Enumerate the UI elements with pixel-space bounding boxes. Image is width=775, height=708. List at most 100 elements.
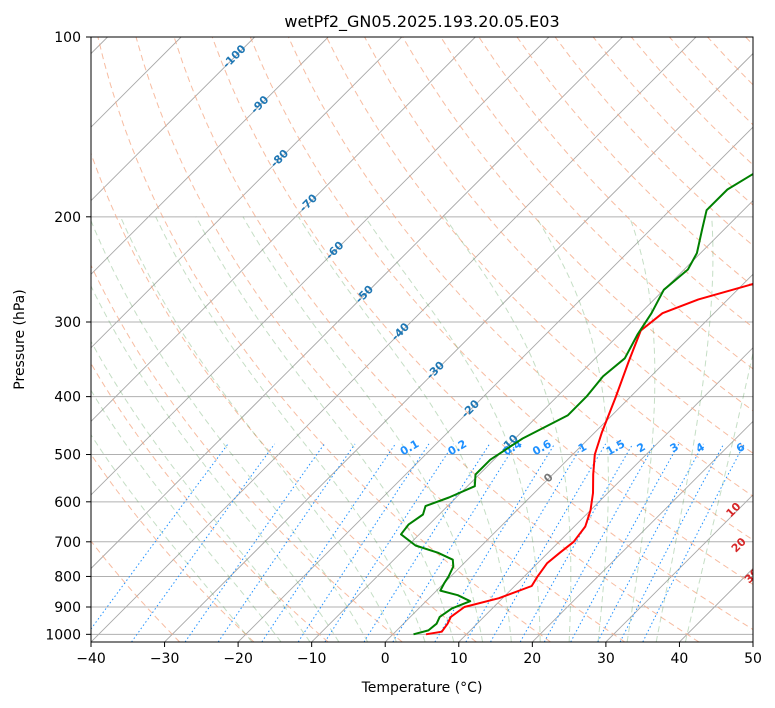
- x-axis-label: Temperature (°C): [361, 680, 483, 696]
- isotherm-label: -20: [459, 397, 482, 420]
- mixing-ratio-line: [184, 443, 325, 642]
- mixing-ratio-label: 4: [694, 440, 707, 455]
- y-tick-label: 800: [54, 569, 81, 585]
- mixing-ratio-label: 0.1: [398, 437, 421, 458]
- isotherm-label: -100: [220, 42, 249, 71]
- dry-adiabat: [91, 362, 329, 642]
- dry-adiabat: [287, 37, 753, 541]
- y-tick-label: 300: [54, 315, 81, 331]
- mixing-ratio-line: [217, 443, 356, 642]
- mixing-ratio-label: 0.6: [530, 437, 554, 458]
- dry-adiabat: [173, 37, 700, 642]
- line-labels: -100-90-80-70-60-50-40-30-20-1000.1 0.2 0.…: [220, 42, 775, 611]
- temperature-line: [425, 282, 753, 636]
- mixing-ratio-label: 6: [734, 440, 747, 455]
- isotherm-line: [532, 420, 753, 642]
- mixing-ratio-line: [570, 443, 680, 642]
- y-tick-label: 200: [54, 210, 81, 226]
- moist-adiabat: [91, 389, 282, 642]
- mixing-ratio-label: 0.2: [446, 437, 469, 458]
- mixing-ratio-line: [324, 443, 455, 642]
- y-tick-label: 1000: [45, 627, 81, 643]
- dry-adiabat: [135, 37, 626, 642]
- moist-adiabat: [535, 216, 609, 642]
- dry-adiabat: [91, 453, 255, 642]
- theta-label: 20: [729, 535, 749, 555]
- dry-adiabat: [478, 37, 753, 328]
- moist-adiabat: [195, 216, 455, 642]
- y-tick-label: 400: [54, 390, 81, 406]
- dry-adiabat: [516, 37, 753, 287]
- isotherm-line: [237, 126, 753, 642]
- dry-adiabat: [440, 37, 753, 370]
- isotherm-line: [679, 567, 753, 642]
- x-tick-label: 30: [597, 651, 615, 667]
- dry-adiabat: [669, 37, 753, 126]
- mixing-ratio-line: [597, 443, 704, 642]
- x-tick-label: 50: [744, 651, 762, 667]
- dry-adiabat: [249, 37, 753, 586]
- moist-adiabat: [155, 216, 426, 642]
- x-tick-label: 40: [670, 651, 688, 667]
- dry-adiabat: [592, 37, 753, 206]
- moist-adiabat: [298, 216, 512, 642]
- mixing-ratio-line: [261, 443, 396, 642]
- mixing-ratio-line: [363, 443, 491, 642]
- moist-adiabat: [684, 350, 753, 642]
- mixing-ratio-line: [434, 443, 556, 642]
- isotherm-label: -70: [297, 191, 320, 214]
- moist-adiabat: [655, 216, 714, 642]
- moist-adiabat: [120, 216, 397, 642]
- isotherm-label: -40: [389, 320, 412, 343]
- isotherm-label: -50: [353, 282, 376, 305]
- mixing-ratio-line: [519, 443, 634, 642]
- mixing-ratio-line: [131, 443, 276, 642]
- mixing-ratio-line: [619, 443, 725, 642]
- background-lines: [91, 37, 753, 642]
- y-tick-label: 100: [54, 30, 81, 46]
- mixing-ratio-line: [465, 443, 584, 642]
- isotherm-label: -30: [424, 358, 447, 381]
- isotherm-line: [605, 494, 753, 642]
- theta-label: 40: [758, 591, 775, 611]
- theta-label: 10: [724, 500, 744, 520]
- moist-adiabat: [364, 216, 541, 642]
- moist-adiabat: [443, 216, 572, 642]
- y-tick-label: 900: [54, 600, 81, 616]
- moist-adiabat: [626, 216, 656, 642]
- moist-adiabat: [91, 340, 311, 642]
- x-tick-label: −40: [76, 651, 106, 667]
- isotherm-line: [384, 273, 753, 642]
- mixing-ratio-line: [490, 443, 607, 642]
- y-tick-label: 700: [54, 535, 81, 551]
- moist-adiabat: [91, 219, 369, 642]
- y-axis-label: Pressure (hPa): [12, 289, 28, 389]
- dry-adiabat: [326, 37, 753, 497]
- isotherm-label: 0: [541, 470, 556, 485]
- moist-adiabat: [242, 216, 484, 642]
- dry-adiabat: [91, 264, 403, 642]
- x-tick-label: 0: [381, 651, 390, 667]
- isotherm-line: [91, 37, 697, 642]
- mixing-ratio-label: 8: [763, 440, 775, 455]
- isotherm-line: [91, 37, 255, 202]
- isotherm-line: [164, 52, 753, 642]
- isotherm-line: [91, 37, 623, 570]
- plot-frame: [90, 36, 754, 643]
- x-tick-label: −20: [223, 651, 253, 667]
- isotherm-line: [458, 347, 753, 642]
- x-axis: −40 −30 −20 −10 0 10 20 30 40 50: [76, 642, 762, 667]
- profile-series: [400, 172, 753, 636]
- isotherm-line: [752, 641, 753, 642]
- x-tick-label: 20: [523, 651, 541, 667]
- x-tick-label: −30: [150, 651, 180, 667]
- isotherm-label: -80: [268, 147, 291, 170]
- y-axis: 100 200 300 400 500 600 700 800 900 1000: [45, 30, 91, 643]
- isotherm-line: [91, 37, 329, 275]
- isotherm-line: [91, 37, 403, 349]
- y-tick-label: 500: [54, 448, 81, 464]
- isotherm-line: [311, 200, 753, 642]
- isotherm-line: [91, 37, 550, 496]
- dry-adiabat: [745, 37, 753, 46]
